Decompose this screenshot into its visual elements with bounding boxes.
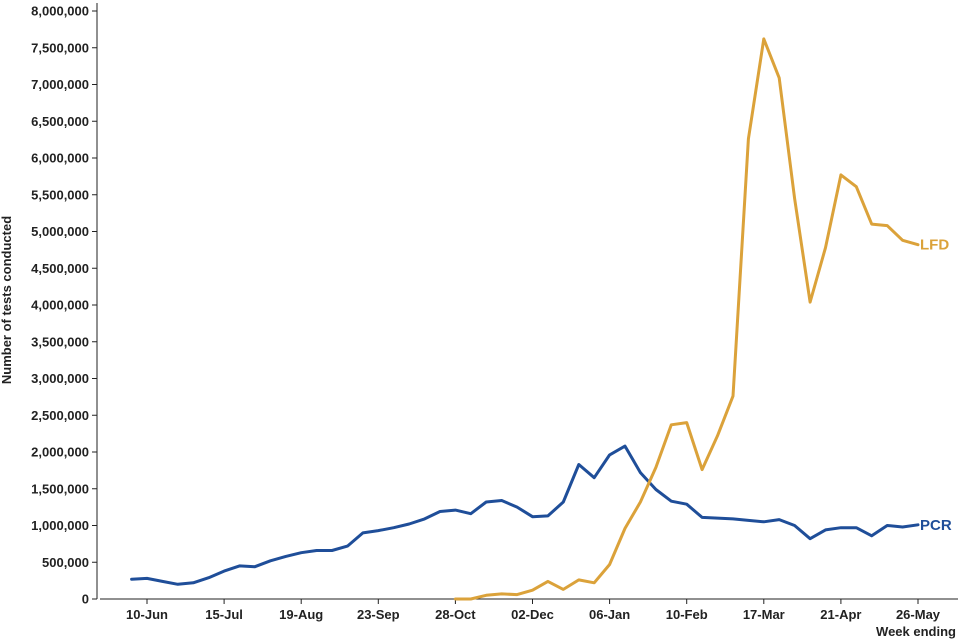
- y-tick-label: 6,500,000: [31, 114, 89, 129]
- y-tick-label: 7,500,000: [31, 40, 89, 55]
- series-label-lfd: LFD: [920, 237, 949, 254]
- y-tick-label: 5,000,000: [31, 224, 89, 239]
- x-tick-label: 06-Jan: [589, 607, 630, 622]
- x-tick-label: 28-Oct: [435, 607, 476, 622]
- series-line-lfd: [453, 37, 920, 601]
- x-tick-label: 10-Jun: [126, 607, 168, 622]
- y-tick-label: 5,500,000: [31, 187, 89, 202]
- y-tick-label: 7,000,000: [31, 77, 89, 92]
- series-label-pcr: PCR: [920, 517, 952, 534]
- y-tick-label: 3,000,000: [31, 371, 89, 386]
- y-tick-label: 500,000: [42, 555, 89, 570]
- y-tick-label: 6,000,000: [31, 151, 89, 166]
- y-tick-label: 8,000,000: [31, 4, 89, 19]
- y-tick-label: 4,000,000: [31, 298, 89, 313]
- x-tick-label: 23-Sep: [357, 607, 400, 622]
- x-tick-label: 15-Jul: [205, 607, 243, 622]
- x-tick-label: 21-Apr: [820, 607, 861, 622]
- y-tick-label: 0: [82, 592, 89, 607]
- y-axis-ticks: 0 500,000 1,000,000 1,500,000 2,000,000 2,500…: [31, 4, 97, 607]
- y-axis-label: Number of tests conducted: [0, 216, 14, 384]
- y-tick-label: 2,000,000: [31, 445, 89, 460]
- y-tick-label: 1,000,000: [31, 518, 89, 533]
- x-axis-label: Week ending: [876, 624, 956, 639]
- series-lines: PCR LFD: [130, 37, 952, 601]
- x-tick-label: 17-Mar: [743, 607, 785, 622]
- x-tick-label: 19-Aug: [279, 607, 323, 622]
- x-tick-label: 10-Feb: [666, 607, 708, 622]
- y-tick-label: 2,500,000: [31, 408, 89, 423]
- x-axis-ticks: 10-Jun 15-Jul 19-Aug 23-Sep 28-Oct 02-Dec 06-J…: [126, 599, 941, 622]
- series-line-pcr: [130, 444, 920, 586]
- x-tick-label: 26-May: [896, 607, 941, 622]
- y-tick-label: 4,500,000: [31, 261, 89, 276]
- y-tick-label: 3,500,000: [31, 334, 89, 349]
- x-tick-label: 02-Dec: [511, 607, 554, 622]
- y-tick-label: 1,500,000: [31, 481, 89, 496]
